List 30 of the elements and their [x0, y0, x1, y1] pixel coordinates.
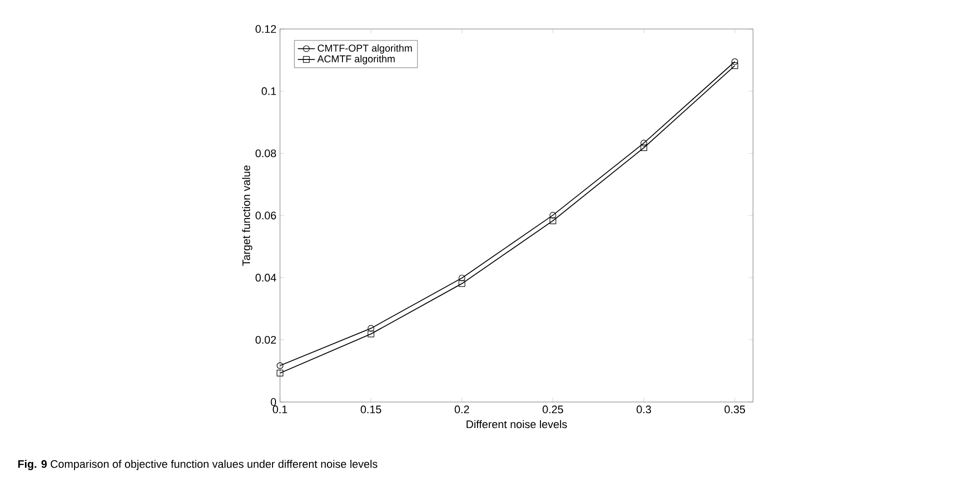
x-tick-label: 0.15: [360, 406, 382, 414]
x-tick-label: 0.25: [542, 406, 564, 414]
point: [732, 58, 738, 65]
point: [640, 144, 648, 152]
point: [550, 212, 556, 218]
point: [276, 362, 284, 369]
x-tick-label: 0.3: [636, 406, 651, 414]
y-tick-label: 0.02: [256, 336, 276, 344]
text: Fig. 9 Comparison of objective function values under different noise levels: [18, 460, 378, 470]
point: [732, 62, 738, 69]
point: [368, 330, 374, 338]
x-axis-title: Different noise levels: [466, 420, 567, 428]
point: [458, 274, 466, 282]
point: [368, 325, 374, 332]
y-tick-label: 0: [270, 398, 276, 406]
point: [276, 370, 284, 376]
y-tick-label: 0.06: [256, 212, 276, 220]
x-tick-label: 0.2: [454, 406, 469, 414]
point: [550, 217, 556, 224]
point: [458, 280, 466, 287]
x-tick-label: 0.35: [724, 406, 746, 414]
x-tick-label: 0.1: [272, 406, 288, 414]
y-tick-label: 0.1: [262, 87, 276, 96]
legend-label: ACMTF algorithm: [317, 55, 395, 64]
legend-label: CMTF-OPT algorithm: [318, 44, 412, 54]
point: [640, 140, 648, 146]
y-tick-label: 0.12: [256, 25, 276, 33]
y-tick-label: 0.04: [256, 274, 276, 282]
y-tick-label: 0.08: [256, 149, 276, 158]
y-axis-title: Target function value: [242, 165, 252, 266]
